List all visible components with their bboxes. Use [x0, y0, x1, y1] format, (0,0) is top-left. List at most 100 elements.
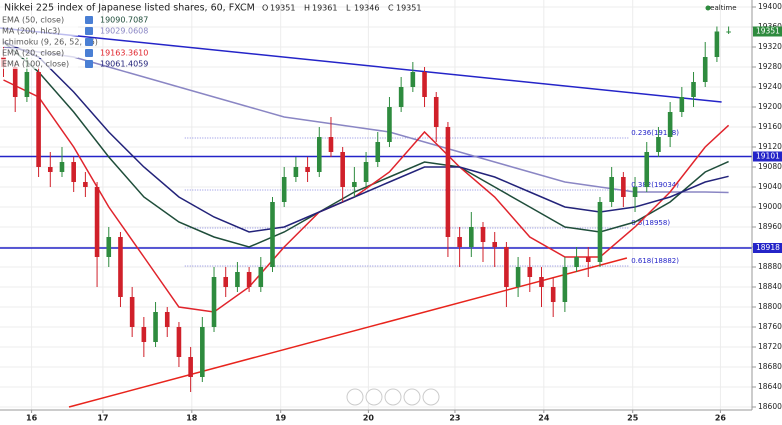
- candle-body: [550, 287, 556, 302]
- x-tick-label: 17: [97, 414, 108, 423]
- legend-bg: [0, 26, 78, 36]
- y-tick-label: 18640: [758, 382, 782, 391]
- legend-name: EMA (20, close): [2, 49, 64, 58]
- candle-body: [153, 312, 158, 342]
- candle-body: [667, 112, 673, 137]
- y-tick-label: 18760: [758, 322, 782, 331]
- y-tick-label: 19040: [758, 182, 782, 191]
- candle-body: [621, 177, 626, 197]
- ohlc-value: 19346: [354, 4, 379, 13]
- y-tick-label: 18960: [758, 222, 782, 231]
- fib-label: 0.382(19034): [631, 181, 679, 189]
- candle-body: [527, 267, 533, 277]
- line: [3, 41, 729, 233]
- candle-body: [644, 152, 650, 187]
- scroll-button[interactable]: [422, 388, 440, 406]
- candle-body: [12, 67, 18, 97]
- candle-body: [480, 227, 486, 242]
- candle-body: [457, 237, 462, 247]
- candle-body: [223, 277, 229, 287]
- legend-value: 19163.3610: [100, 49, 148, 58]
- legend-icon: [85, 38, 93, 46]
- y-tick-label: 18800: [758, 302, 782, 311]
- ohlc-value: 19351: [396, 4, 421, 13]
- ohlc-key: L: [346, 4, 351, 13]
- y-tick-label: 18680: [758, 362, 782, 371]
- price-tag-label: 18918: [756, 243, 780, 252]
- y-tick-label: 18600: [758, 402, 782, 411]
- ohlc-key: C: [388, 4, 394, 13]
- y-tick-label: 19400: [758, 2, 782, 11]
- x-tick-label: 19: [275, 414, 287, 423]
- x-tick-label: 26: [715, 414, 727, 423]
- legend-bg: [0, 48, 78, 58]
- candle-body: [469, 227, 474, 247]
- x-tick-label: 18: [186, 414, 198, 423]
- candle-body: [305, 167, 310, 172]
- candle-body: [71, 162, 76, 182]
- candle-body: [83, 182, 88, 187]
- legend-bg: [0, 59, 78, 69]
- candle-body: [574, 257, 579, 267]
- legend-bg: [0, 15, 78, 25]
- y-tick-label: 19160: [758, 122, 782, 131]
- ohlc-key: O: [262, 4, 268, 13]
- candle-body: [656, 137, 661, 152]
- candle-body: [94, 187, 100, 257]
- candle-body: [328, 137, 334, 152]
- line: [3, 46, 729, 194]
- y-tick-label: 19080: [758, 162, 782, 171]
- legend-bg: [0, 37, 78, 47]
- legend-value: 19061.4059: [100, 60, 148, 69]
- y-tick-label: 18840: [758, 282, 782, 291]
- last-price-tag: [753, 26, 782, 37]
- ohlc-value: 19361: [312, 4, 337, 13]
- candle-body: [176, 327, 182, 357]
- legend-name: EMA (50, close): [2, 16, 64, 25]
- zoom-controls: [346, 388, 440, 406]
- line: [68, 257, 628, 408]
- legend-icon: [85, 49, 93, 57]
- zoom-button[interactable]: [365, 388, 383, 406]
- y-tick-label: 19120: [758, 142, 782, 151]
- legend-name: MA (200, hlc3): [2, 27, 60, 36]
- candle-body: [141, 327, 147, 342]
- candle-body: [702, 57, 708, 82]
- x-tick-label: 25: [627, 414, 639, 423]
- candle-body: [211, 277, 217, 327]
- realtime-dot: [705, 5, 711, 11]
- candle-body: [422, 72, 427, 97]
- zoom-button[interactable]: [346, 388, 364, 406]
- last-price-label: 19351: [756, 27, 780, 36]
- y-tick-label: 19000: [758, 202, 782, 211]
- scroll-button[interactable]: [403, 388, 421, 406]
- candle-body: [270, 202, 275, 267]
- reset-button[interactable]: [384, 388, 402, 406]
- candle-body: [726, 31, 731, 33]
- price-tag: [753, 151, 782, 162]
- candle-body: [164, 312, 170, 327]
- candle-body: [316, 137, 322, 172]
- legend-icon: [85, 27, 93, 35]
- y-tick-label: 19320: [758, 42, 782, 51]
- candle-body: [492, 242, 498, 247]
- time-axis: [0, 410, 782, 425]
- candle-body: [246, 272, 252, 287]
- candle-body: [585, 257, 591, 262]
- y-tick-label: 19200: [758, 102, 782, 111]
- candle-body: [398, 87, 404, 107]
- candle-body: [679, 97, 685, 112]
- y-tick-label: 19240: [758, 82, 782, 91]
- y-tick-label: 19280: [758, 62, 782, 71]
- fib-label: 0.5(18958): [631, 219, 670, 227]
- ohlc-key: H: [304, 4, 310, 13]
- candle-body: [632, 187, 638, 197]
- legend-icon: [85, 60, 93, 68]
- line: [3, 79, 730, 313]
- candle-body: [188, 357, 193, 377]
- candle-body: [293, 167, 299, 177]
- ohlc-value: 19351: [270, 4, 295, 13]
- x-tick-label: 23: [449, 414, 460, 423]
- candle-body: [562, 267, 568, 302]
